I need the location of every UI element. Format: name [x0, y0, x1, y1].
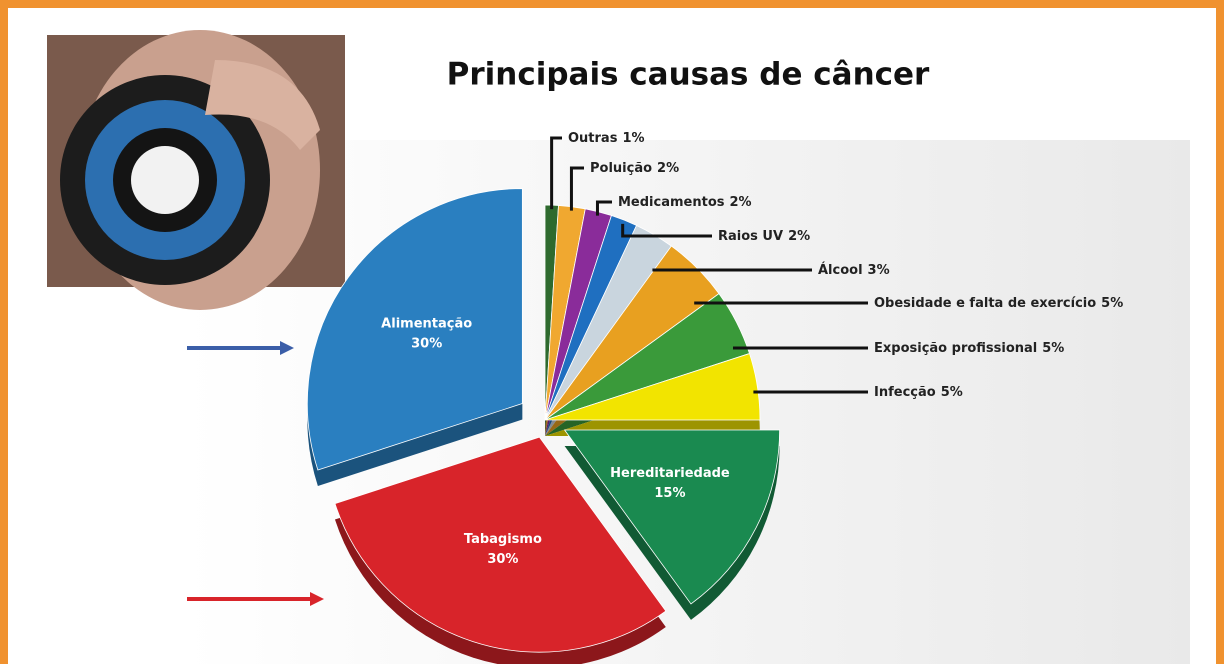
category-label: Exposição profissional: [874, 341, 1037, 356]
photo: [47, 30, 345, 310]
category-label: Alimentação: [381, 317, 472, 332]
value-label: 5%: [1042, 341, 1064, 356]
category-label: Tabagismo: [464, 532, 542, 547]
category-label: Raios UV: [718, 229, 783, 244]
value-label: 30%: [411, 337, 442, 352]
slice-label: Raios UV 2%: [718, 229, 810, 244]
value-label: 5%: [941, 385, 963, 400]
slice-label: Outras 1%: [568, 131, 645, 146]
category-label: Infecção: [874, 385, 936, 400]
category-label: Poluição: [590, 161, 652, 176]
value-label: 1%: [622, 131, 644, 146]
value-label: 5%: [1101, 296, 1123, 311]
slide: Principais causas de câncer Outras 1% Polu…: [0, 0, 1224, 664]
slice-label: Obesidade e falta de exercício 5%: [874, 296, 1123, 311]
slice-label: Álcool 3%: [818, 262, 890, 278]
slice-label: Infecção 5%: [874, 385, 963, 400]
slice-label: Exposição profissional 5%: [874, 341, 1064, 356]
value-label: 2%: [788, 229, 810, 244]
value-label: 2%: [657, 161, 679, 176]
slice-label: Poluição 2%: [590, 161, 679, 176]
category-label: Outras: [568, 131, 618, 146]
slice-label: Medicamentos 2%: [618, 195, 752, 210]
value-label: 30%: [487, 552, 518, 567]
value-label: 2%: [730, 195, 752, 210]
category-label: Álcool: [818, 262, 863, 278]
value-label: 3%: [868, 263, 890, 278]
category-label: Obesidade e falta de exercício: [874, 296, 1096, 311]
chart-title: Principais causas de câncer: [447, 57, 930, 93]
category-label: Hereditariedade: [610, 466, 730, 481]
category-label: Medicamentos: [618, 195, 725, 210]
value-label: 15%: [654, 486, 685, 501]
